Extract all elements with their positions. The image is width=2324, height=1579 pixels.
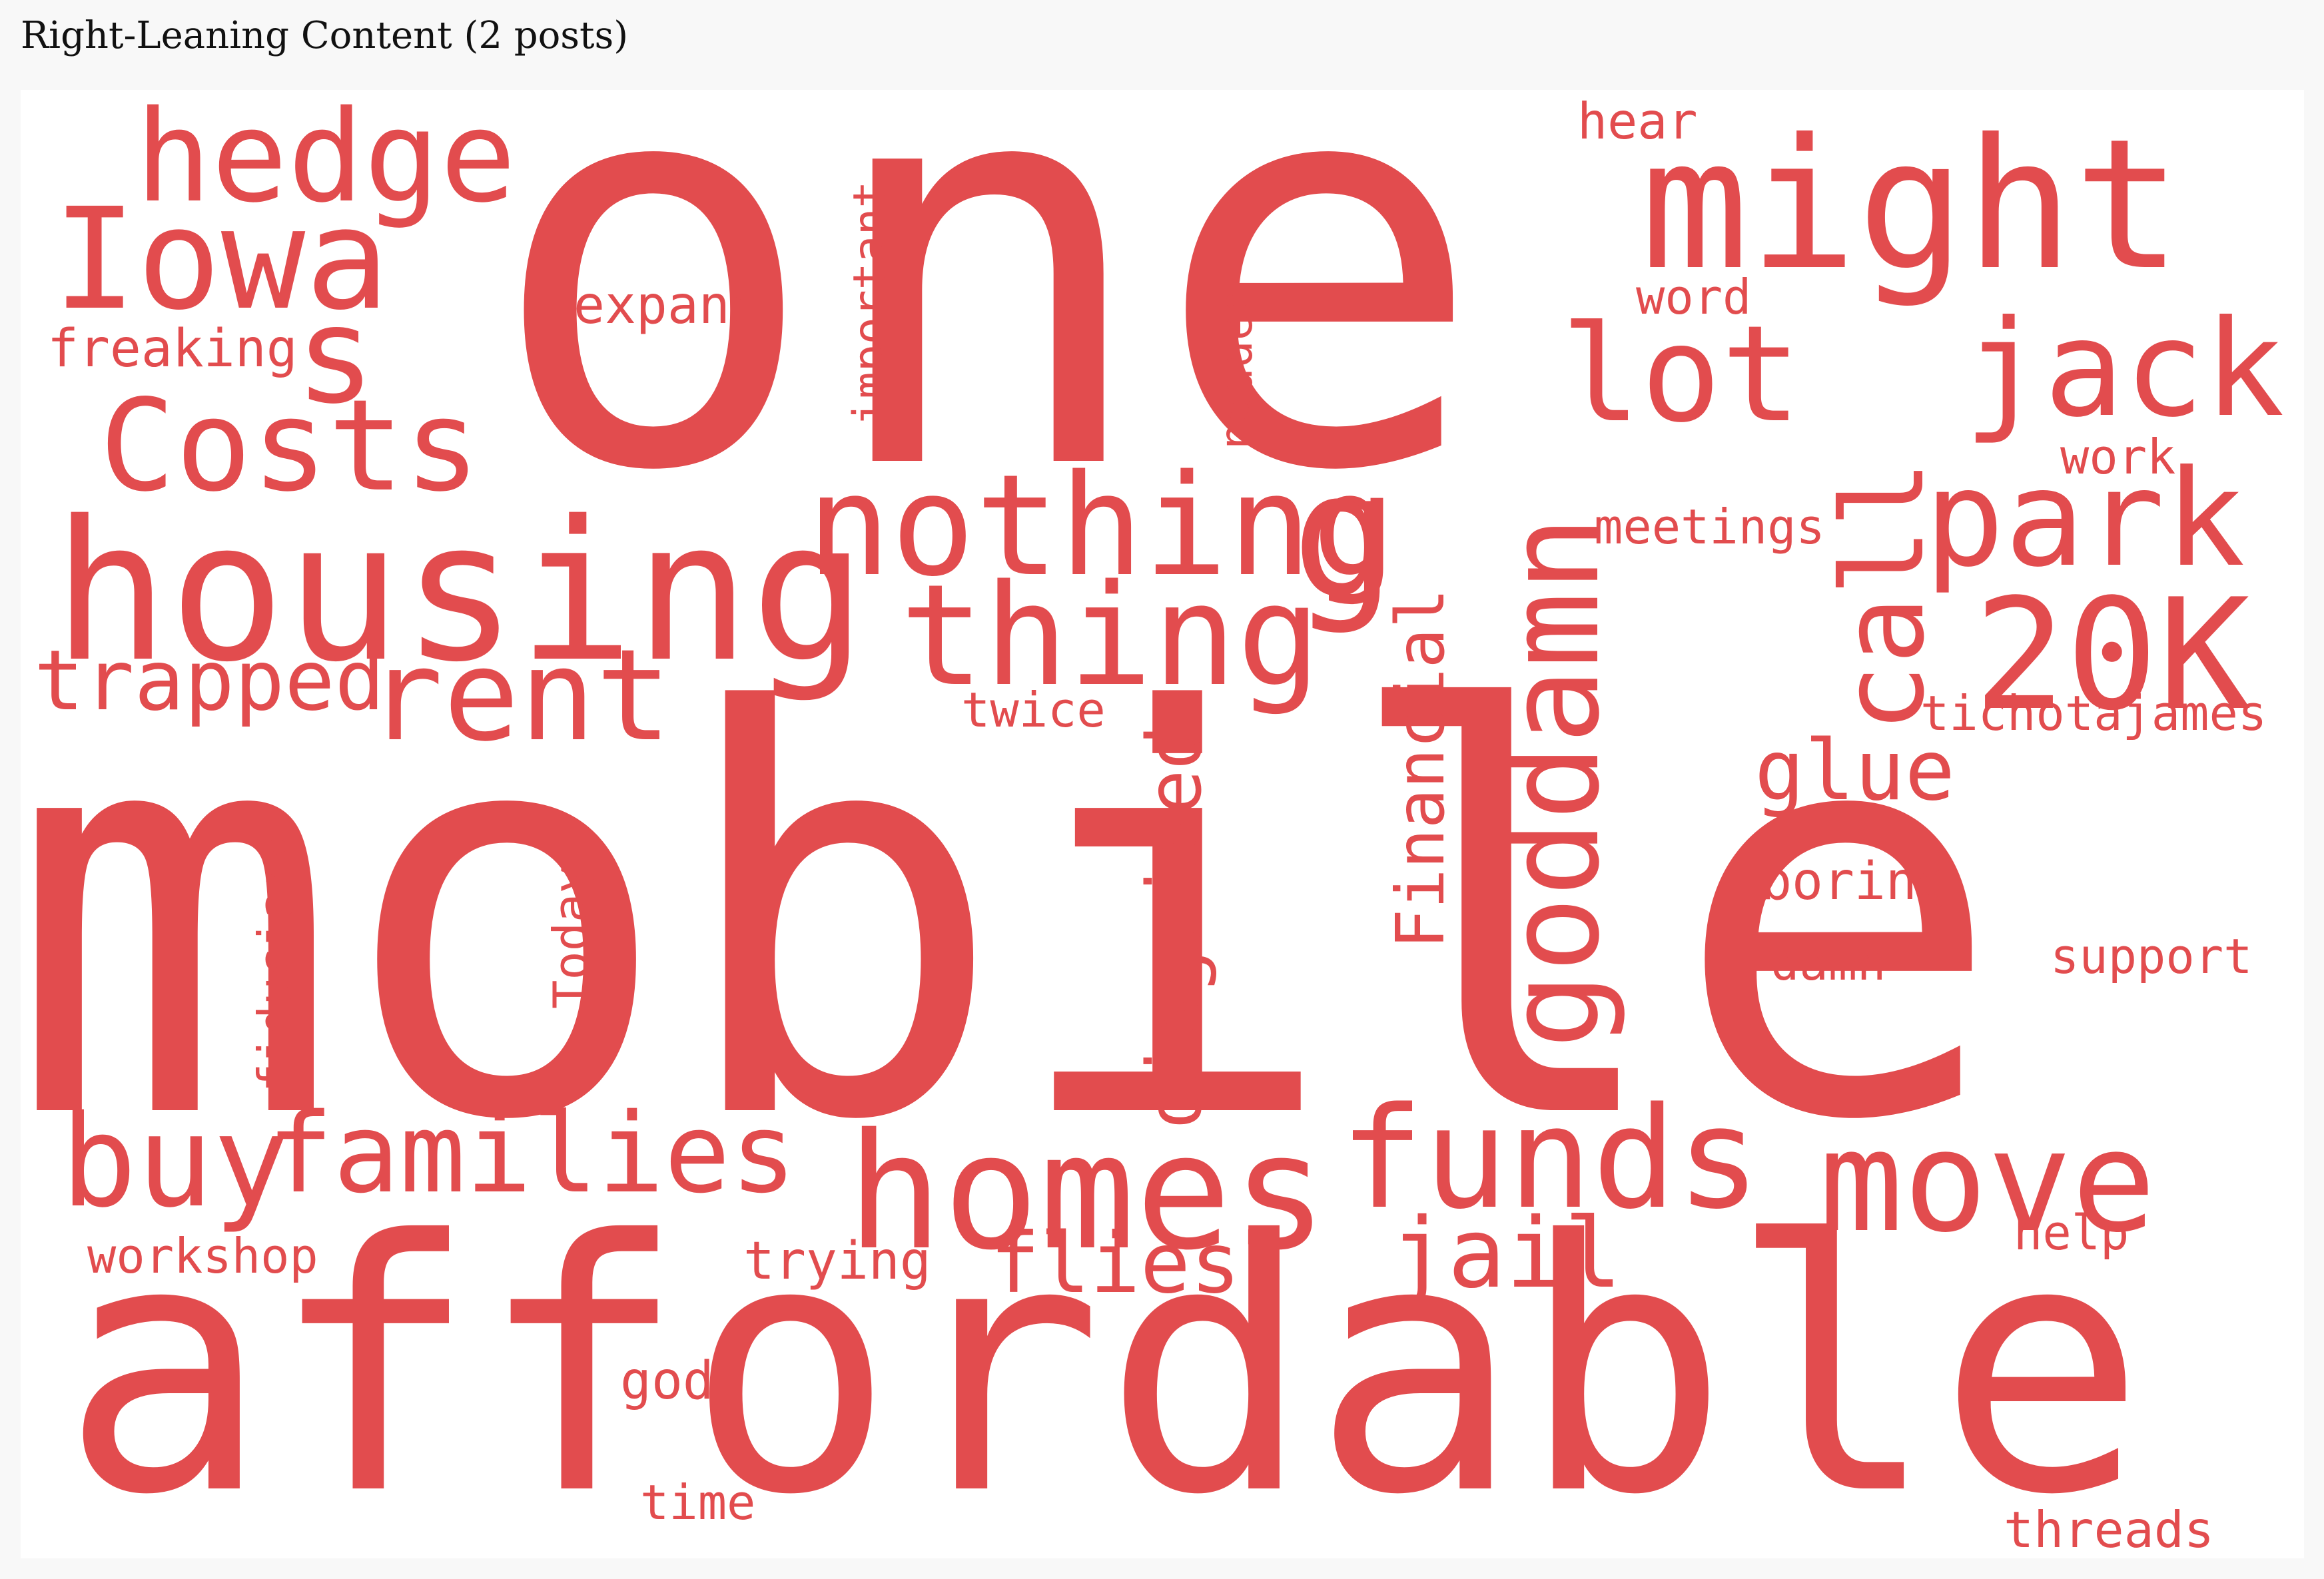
word-threads: threads	[2004, 1500, 2215, 1558]
word-jail: jail	[1389, 1197, 1623, 1310]
word-homes: homes	[847, 1099, 1328, 1285]
word-disguised: disguised	[1132, 725, 1218, 1129]
word-boring: boring	[1760, 852, 1948, 912]
word-meetings: meetings	[1594, 499, 1825, 555]
word-glue: glue	[1754, 723, 1956, 819]
word-s: s	[295, 278, 376, 434]
word-expand: expand	[574, 276, 761, 336]
word-trapped: trapped	[34, 633, 385, 729]
word-cloud: one mobile affordable housing hedge Iowa…	[21, 90, 2304, 1558]
word-one: one	[487, 90, 1486, 591]
word-work: work	[2060, 429, 2176, 485]
panel-title: Right-Leaning Content (2 posts)	[21, 14, 629, 57]
word-housing: housing	[53, 480, 867, 705]
word-damn: damn	[1770, 935, 1886, 991]
word-20k: 20K	[1974, 567, 2251, 745]
word-today: Today	[543, 864, 599, 1009]
word-funds: funds	[1340, 1077, 1761, 1240]
word-costs: Costs	[99, 372, 480, 519]
word-hedge: hedge	[135, 90, 516, 230]
word-tichotajames: tichotajames	[1920, 685, 2267, 741]
word-important: important	[844, 180, 897, 426]
word-hear: hear	[1577, 92, 1698, 151]
word-rent: rent	[367, 622, 672, 769]
word-families: families	[267, 1090, 797, 1217]
word-fiduciary: fiduciary	[248, 832, 304, 1092]
word-trying: trying	[743, 1231, 931, 1291]
word-iowa: Iowa	[53, 178, 390, 341]
word-support: support	[2050, 928, 2253, 984]
word-buy: buy	[61, 1088, 290, 1235]
word-help: help	[2014, 1205, 2130, 1261]
word-god: god	[620, 1351, 714, 1411]
word-time: time	[640, 1474, 756, 1530]
word-lot: lot	[1561, 297, 1802, 452]
word-financial: Financial	[1381, 588, 1459, 949]
word-flies: flies	[990, 1215, 1241, 1312]
word-thing: thing	[900, 554, 1322, 717]
word-workshop: workshop	[87, 1228, 318, 1284]
word-might: might	[1641, 100, 2182, 310]
word-jack: jack	[1964, 292, 2285, 447]
word-move: move	[1819, 1100, 2156, 1263]
word-mobile: mobile	[21, 597, 2005, 1241]
word-affordable: affordable	[61, 1167, 2146, 1558]
word-park: park	[1924, 442, 2245, 597]
word-g: g	[1292, 436, 1396, 637]
word-freaking: freaking	[47, 319, 298, 379]
word-nothing: nothing	[807, 444, 1397, 607]
word-nodded: nodded	[1210, 286, 1263, 450]
word-twice: twice	[961, 682, 1106, 738]
word-word: word	[1636, 269, 1752, 325]
word-call: call	[1818, 460, 1950, 733]
word-goddamn: goddamn	[1480, 515, 1627, 1049]
